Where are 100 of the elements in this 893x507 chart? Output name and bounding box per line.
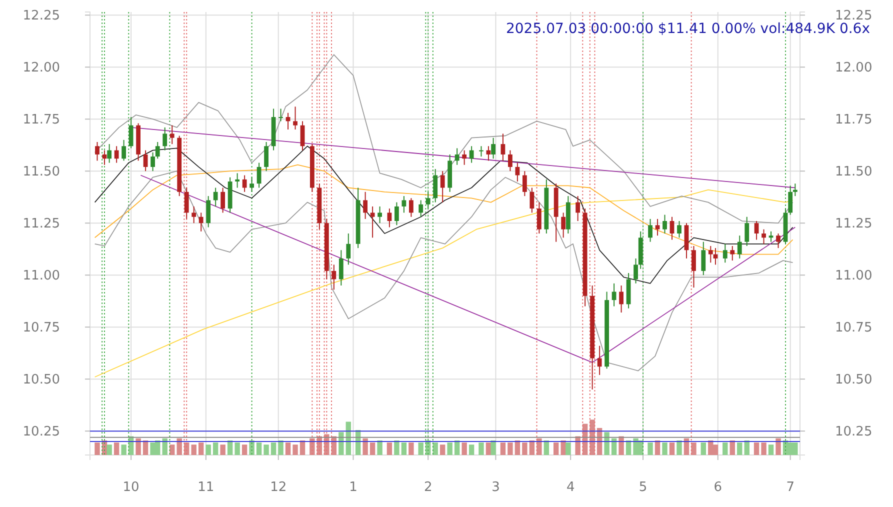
- candlestick: [648, 218, 652, 242]
- y2-tick-label: 11.75: [835, 112, 872, 128]
- x-tick-label: 10: [122, 480, 140, 496]
- candlestick: [394, 202, 399, 226]
- candlestick: [469, 146, 474, 164]
- candlestick: [170, 124, 174, 145]
- candlestick: [155, 141, 160, 160]
- candlestick: [278, 108, 283, 122]
- y2-tick-label: 10.25: [835, 424, 872, 440]
- x-tick-label: 12: [270, 480, 287, 496]
- candlestick: [536, 202, 542, 234]
- candlestick: [378, 206, 382, 224]
- candlestick: [206, 196, 211, 228]
- y-tick-label: 10.75: [22, 320, 60, 336]
- candlestick: [692, 245, 696, 288]
- candlestick: [256, 162, 262, 188]
- candlestick: [264, 141, 268, 172]
- y-tick-label: 10.25: [22, 424, 60, 440]
- y2-tick-label: 10.50: [835, 372, 872, 388]
- candlestick: [634, 258, 638, 284]
- candlestick: [162, 126, 168, 151]
- candlestick: [418, 200, 424, 218]
- text: 2025.07.03 00:00:00 $11.41 0.00% vol:484.9K 0.6x: [506, 21, 870, 37]
- candlestick: [242, 174, 247, 192]
- candlestick: [128, 116, 134, 149]
- y-tick-label: 11.25: [22, 216, 60, 232]
- candlestick: [479, 146, 484, 158]
- candlestick: [346, 233, 351, 266]
- candlestick: [737, 235, 742, 259]
- candlestick: [363, 191, 368, 220]
- x-tick-label: 3: [492, 480, 500, 496]
- x-tick-label: 11: [198, 480, 214, 496]
- x-tick-label: 4: [566, 480, 575, 496]
- y-tick-label: 11.75: [22, 112, 60, 128]
- y-tick-label: 11.00: [22, 268, 60, 284]
- y2-tick-label: 10.75: [835, 320, 872, 336]
- candlestick: [515, 162, 520, 182]
- candlestick: [143, 150, 148, 172]
- candlestick: [454, 148, 460, 166]
- y2-tick-label: 12.00: [835, 60, 872, 76]
- candlestick: [522, 170, 527, 197]
- line-series: [94, 54, 794, 224]
- line-series: [94, 146, 794, 284]
- candlestick: [792, 183, 798, 197]
- candlestick: [250, 176, 254, 192]
- candlestick: [107, 144, 112, 164]
- y2-tick-label: 11.00: [835, 268, 872, 284]
- candlestick: [561, 212, 566, 238]
- candlestick: [462, 150, 467, 166]
- y2-tick-label: 12.25: [835, 8, 872, 24]
- candlestick: [408, 198, 414, 218]
- candlestick: [730, 245, 735, 262]
- candlestick: [670, 216, 674, 240]
- candlestick: [612, 282, 616, 307]
- y2-tick-label: 11.50: [835, 164, 872, 180]
- candlestick: [491, 137, 496, 160]
- x-tick-label: 1: [349, 480, 358, 496]
- candlestick: [619, 284, 624, 314]
- y-tick-label: 12.25: [22, 8, 60, 24]
- candlestick: [701, 241, 706, 276]
- y-tick-label: 10.50: [22, 372, 60, 388]
- candlestick: [788, 185, 793, 216]
- y2-tick-label: 11.25: [835, 216, 872, 232]
- candlestick: [530, 187, 534, 214]
- candlestick: [662, 214, 667, 234]
- candlestick: [754, 220, 759, 240]
- candlestick: [500, 133, 506, 162]
- candlestick: [744, 216, 750, 246]
- candlestick: [440, 170, 445, 203]
- candlestick: [293, 106, 298, 130]
- candlestick: [655, 218, 660, 236]
- candlestick: [402, 196, 406, 214]
- candlestick: [150, 152, 155, 172]
- x-tick-label: 5: [638, 480, 648, 496]
- candlestick: [122, 139, 126, 162]
- candlestick: [184, 187, 189, 220]
- candlestick: [597, 345, 602, 376]
- candlestick: [192, 206, 196, 224]
- candlestick: [508, 150, 512, 172]
- candlestick: [338, 250, 344, 286]
- candlestick: [198, 212, 204, 232]
- candlestick: [387, 208, 392, 228]
- y-tick-label: 12.00: [22, 60, 60, 76]
- candlestick: [114, 146, 119, 164]
- x-tick-label: 6: [714, 480, 722, 496]
- candlestick: [576, 196, 580, 222]
- y-tick-label: 11.50: [22, 164, 60, 180]
- candlestick: [762, 228, 766, 244]
- candlestick: [300, 120, 305, 151]
- candlestick: [677, 220, 682, 238]
- candlestick: [776, 233, 780, 249]
- candlestick: [332, 264, 336, 290]
- candlestick: [235, 172, 240, 188]
- x-tick-label: 7: [786, 480, 794, 496]
- line-series: [94, 164, 794, 255]
- candlestick: [370, 206, 375, 238]
- x-tick-label: 2: [424, 480, 432, 496]
- candlestick: [213, 187, 218, 207]
- candlestick: [220, 187, 226, 214]
- candlestick: [95, 141, 100, 162]
